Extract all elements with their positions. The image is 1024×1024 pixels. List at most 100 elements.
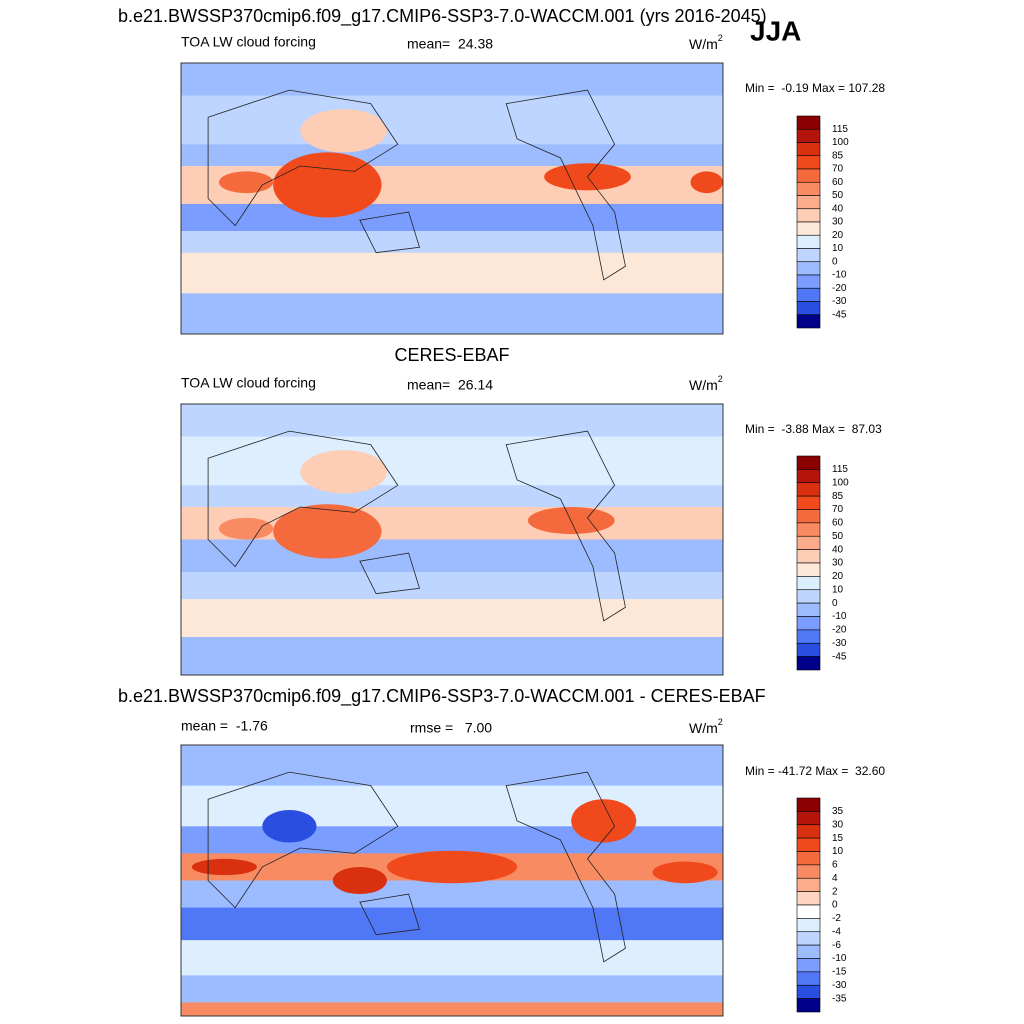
colorbar-label: 50: [832, 190, 844, 201]
colorbar-label: 6: [832, 860, 838, 871]
colorbar-label: 35: [832, 806, 844, 817]
colorbar-label: -2: [832, 913, 841, 924]
map-field: [181, 95, 723, 145]
colorbar-label: 20: [832, 230, 844, 241]
map-field: [218, 517, 274, 540]
colorbar-swatch: [796, 522, 821, 537]
colorbar-swatch: [796, 864, 821, 879]
map-field: [273, 504, 382, 559]
map-field: [262, 810, 317, 843]
map-field: [181, 436, 723, 486]
map-field: [218, 171, 274, 194]
colorbar-label: 50: [832, 531, 844, 542]
colorbar-label: 4: [832, 873, 838, 884]
colorbar-swatch: [796, 469, 821, 484]
units-power: 2: [718, 717, 723, 727]
units-base: W/m: [689, 720, 718, 736]
panel-title: CERES-EBAF: [394, 345, 509, 365]
colorbar-label: 30: [832, 558, 844, 569]
units-label: W/m2: [689, 374, 723, 392]
colorbar-label: 10: [832, 243, 844, 254]
colorbar-swatch: [796, 904, 821, 919]
colorbar-swatch: [796, 115, 821, 130]
colorbar-label: -30: [832, 638, 847, 649]
coastline: [207, 430, 626, 622]
map: [180, 744, 724, 1017]
colorbar-swatch: [796, 837, 821, 852]
colorbar-swatch: [796, 261, 821, 276]
colorbar-swatch: [796, 195, 821, 210]
colorbar-label: 40: [832, 203, 844, 214]
map-field: [332, 866, 387, 895]
panel-center-label: mean= 24.38: [407, 36, 493, 52]
panel-center-label: mean= 26.14: [407, 377, 493, 393]
colorbar-label: 2: [832, 886, 838, 897]
units-base: W/m: [689, 36, 718, 52]
units-label: W/m2: [689, 717, 723, 735]
colorbar-label: -45: [832, 309, 847, 320]
map-field: [690, 171, 723, 194]
colorbar-swatch: [796, 797, 821, 812]
colorbar-swatch: [796, 562, 821, 577]
colorbar-swatch: [796, 656, 821, 671]
map-field: [181, 940, 723, 976]
colorbar-label: -10: [832, 611, 847, 622]
map-field: [181, 745, 723, 787]
colorbar-swatch: [796, 234, 821, 249]
colorbar-label: -35: [832, 993, 847, 1004]
colorbar-swatch: [796, 509, 821, 524]
panel-left-label: mean = -1.76: [181, 718, 268, 734]
colorbar-label: -4: [832, 926, 841, 937]
map-field: [273, 152, 382, 218]
colorbar-label: 10: [832, 846, 844, 857]
colorbar-label: 15: [832, 833, 844, 844]
colorbar-swatch: [796, 168, 821, 183]
colorbar-swatch: [796, 877, 821, 892]
colorbar-label: 85: [832, 491, 844, 502]
min-max-label: Min = -3.88 Max = 87.03: [745, 422, 882, 436]
min-max-label: Min = -0.19 Max = 107.28: [745, 81, 885, 95]
colorbar-label: 70: [832, 164, 844, 175]
panel-center-label: rmse = 7.00: [410, 720, 492, 736]
colorbar-swatch: [796, 274, 821, 289]
coastline: [207, 89, 626, 281]
map-field: [181, 144, 723, 167]
colorbar-swatch: [796, 535, 821, 550]
colorbar-swatch: [796, 208, 821, 223]
colorbar-label: 60: [832, 177, 844, 188]
colorbar-swatch: [796, 958, 821, 973]
map-field: [386, 850, 518, 884]
colorbar-label: 0: [832, 598, 838, 609]
map-field: [181, 880, 723, 909]
season-label: JJA: [750, 15, 801, 46]
panel-left-label: TOA LW cloud forcing: [181, 34, 316, 50]
colorbar-label: 10: [832, 584, 844, 595]
colorbar-label: 40: [832, 544, 844, 555]
map-field: [181, 1002, 723, 1017]
map-field: [181, 506, 723, 540]
figure-title: b.e21.BWSSP370cmip6.f09_g17.CMIP6-SSP3-7…: [118, 6, 767, 27]
map-field: [300, 109, 387, 153]
colorbar-label: -15: [832, 967, 847, 978]
colorbar-label: 115: [832, 464, 848, 475]
colorbar-label: -30: [832, 296, 847, 307]
map-field: [181, 785, 723, 827]
map-frame: [180, 62, 724, 335]
colorbar-swatch: [796, 221, 821, 236]
colorbar-label: -6: [832, 940, 841, 951]
colorbar-swatch: [796, 824, 821, 839]
colorbar-swatch: [796, 998, 821, 1013]
map-frame: [180, 403, 724, 676]
colorbar-swatch: [796, 155, 821, 170]
map: [180, 403, 724, 676]
map-field: [181, 539, 723, 573]
map-field: [181, 907, 723, 941]
colorbar-swatch: [796, 549, 821, 564]
colorbar-label: 30: [832, 217, 844, 228]
colorbar-swatch: [796, 142, 821, 157]
colorbar-swatch: [796, 891, 821, 906]
map-field: [181, 826, 723, 854]
map-field: [181, 203, 723, 232]
colorbar-swatch: [796, 287, 821, 302]
